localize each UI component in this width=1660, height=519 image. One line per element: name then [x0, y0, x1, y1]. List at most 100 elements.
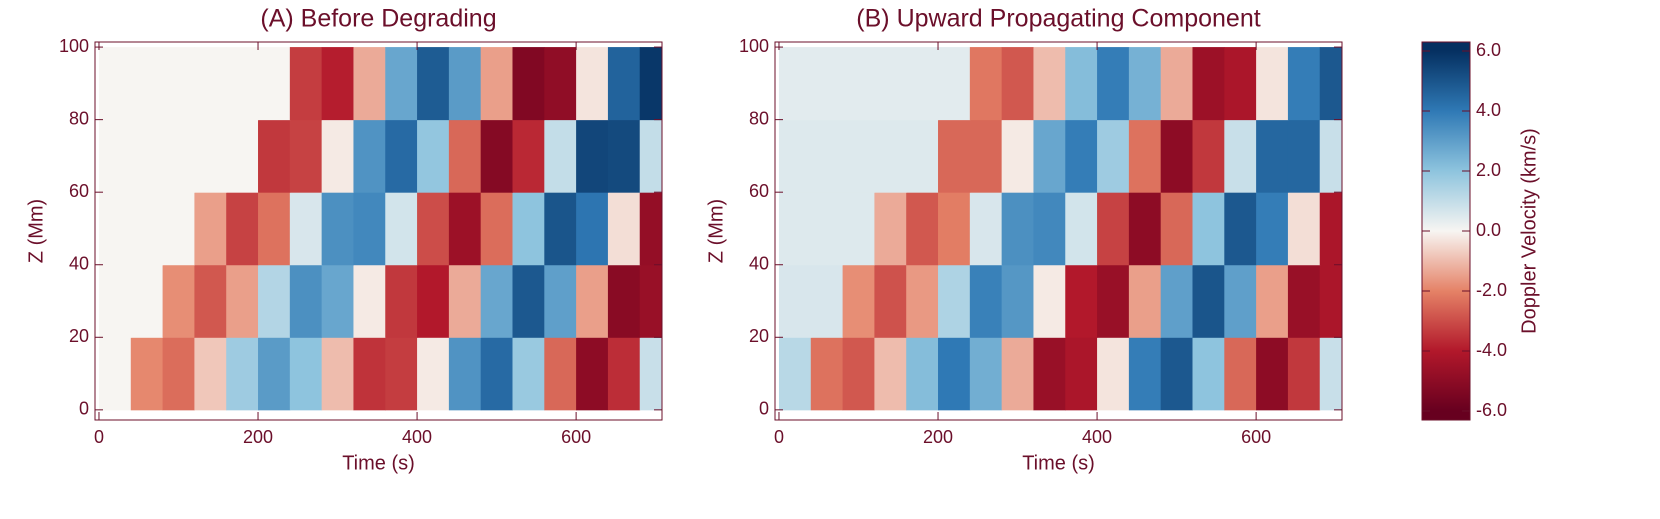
heatmap-cell [258, 119, 291, 193]
heatmap-cell [1319, 47, 1342, 121]
heatmap-cell [321, 47, 354, 121]
heatmap-cell [906, 264, 939, 338]
heatmap-cell [1192, 119, 1225, 193]
heatmap-cell [1065, 264, 1098, 338]
heatmap-cell [1097, 192, 1130, 266]
heatmap-cell [1033, 119, 1066, 193]
heatmap-cell [1160, 192, 1193, 266]
heatmap-cell [1192, 337, 1225, 411]
heatmap-cell [969, 264, 1003, 338]
heatmap-cell [1224, 192, 1257, 266]
heatmap-cell [576, 264, 609, 338]
heatmap-cell [1097, 337, 1130, 411]
heatmap-cell [385, 264, 418, 338]
heatmap-cell [607, 192, 641, 266]
heatmap-cell [226, 337, 259, 411]
heatmap-cell [480, 119, 513, 193]
heatmap-cell [874, 47, 907, 121]
heatmap-cell [289, 47, 323, 121]
heatmap-cell [289, 337, 323, 411]
heatmap-cell [162, 47, 195, 121]
heatmap-cell [1065, 47, 1098, 121]
plot-frame [774, 41, 1343, 421]
colorbar-tick-label: -4.0 [1476, 340, 1507, 360]
heatmap-cell [969, 47, 1003, 121]
y-tick-label: 80 [69, 108, 89, 128]
heatmap-cell [130, 47, 164, 121]
plot-frame [94, 41, 663, 421]
heatmap-cell [321, 192, 354, 266]
heatmap-cell [906, 47, 939, 121]
heatmap-cell [1097, 47, 1130, 121]
heatmap-cell [480, 264, 513, 338]
heatmap-cell [1256, 337, 1289, 411]
heatmap-cells [778, 47, 1342, 411]
heatmap-cell [258, 192, 291, 266]
x-axis-label: Time (s) [342, 452, 415, 474]
heatmap-cell [130, 264, 164, 338]
y-tick-label: 40 [69, 253, 89, 273]
heatmap-cell [778, 119, 812, 193]
heatmap-cell [1128, 192, 1162, 266]
heatmap-cell [576, 119, 609, 193]
heatmap-cell [969, 337, 1003, 411]
heatmap-cell [1001, 264, 1034, 338]
heatmap-cell [258, 337, 291, 411]
colorbar-tick-label: -6.0 [1476, 400, 1507, 420]
heatmap-cell [98, 119, 132, 193]
heatmap-cell [130, 119, 164, 193]
heatmap-cell [448, 47, 482, 121]
y-axis-label: Z (Mm) [25, 199, 47, 263]
heatmap-cell [512, 119, 545, 193]
heatmap-cell [810, 337, 844, 411]
heatmap-cell [385, 192, 418, 266]
heatmap-cell [1287, 264, 1321, 338]
heatmap-cell [162, 337, 195, 411]
colorbar-tick-label: 6.0 [1476, 40, 1501, 60]
heatmap-cells [98, 47, 662, 411]
heatmap-cell [226, 47, 259, 121]
heatmap-cell [130, 192, 164, 266]
heatmap-cell [842, 47, 875, 121]
x-tick-label: 0 [774, 427, 784, 447]
heatmap-cell [258, 47, 291, 121]
heatmap-cell [1287, 337, 1321, 411]
heatmap-cell [938, 192, 971, 266]
heatmap-cell [810, 264, 844, 338]
heatmap-cell [1128, 337, 1162, 411]
heatmap-cell [1065, 192, 1098, 266]
y-tick-label: 40 [749, 253, 769, 273]
x-tick-label: 400 [402, 427, 432, 447]
heatmap-cell [969, 192, 1003, 266]
heatmap-cell [576, 337, 609, 411]
y-tick-label: 0 [79, 399, 89, 419]
heatmap-cell [1001, 337, 1034, 411]
heatmap-cell [874, 192, 907, 266]
heatmap-cell [353, 264, 386, 338]
heatmap-cell [353, 337, 386, 411]
x-tick-label: 200 [923, 427, 953, 447]
heatmap-cell [194, 119, 227, 193]
heatmap-cell [1192, 47, 1225, 121]
heatmap-cell [1287, 119, 1321, 193]
heatmap-cell [1128, 119, 1162, 193]
heatmap-cell [1033, 337, 1066, 411]
heatmap-cell [544, 192, 577, 266]
heatmap-cell [1256, 264, 1289, 338]
heatmap-cell [480, 192, 513, 266]
heatmap-cell [906, 119, 939, 193]
y-tick-label: 60 [69, 181, 89, 201]
heatmap-cell [1033, 264, 1066, 338]
colorbar-tick-label: 2.0 [1476, 160, 1501, 180]
heatmap-cell [1319, 192, 1342, 266]
heatmap-cell [512, 337, 545, 411]
heatmap-cell [162, 192, 195, 266]
heatmap-cell [226, 264, 259, 338]
heatmap-cell [448, 337, 482, 411]
y-tick-label: 100 [739, 36, 769, 56]
heatmap-cell [1192, 192, 1225, 266]
heatmap-cell [1033, 192, 1066, 266]
heatmap-cell [842, 337, 875, 411]
heatmap-cell [874, 119, 907, 193]
